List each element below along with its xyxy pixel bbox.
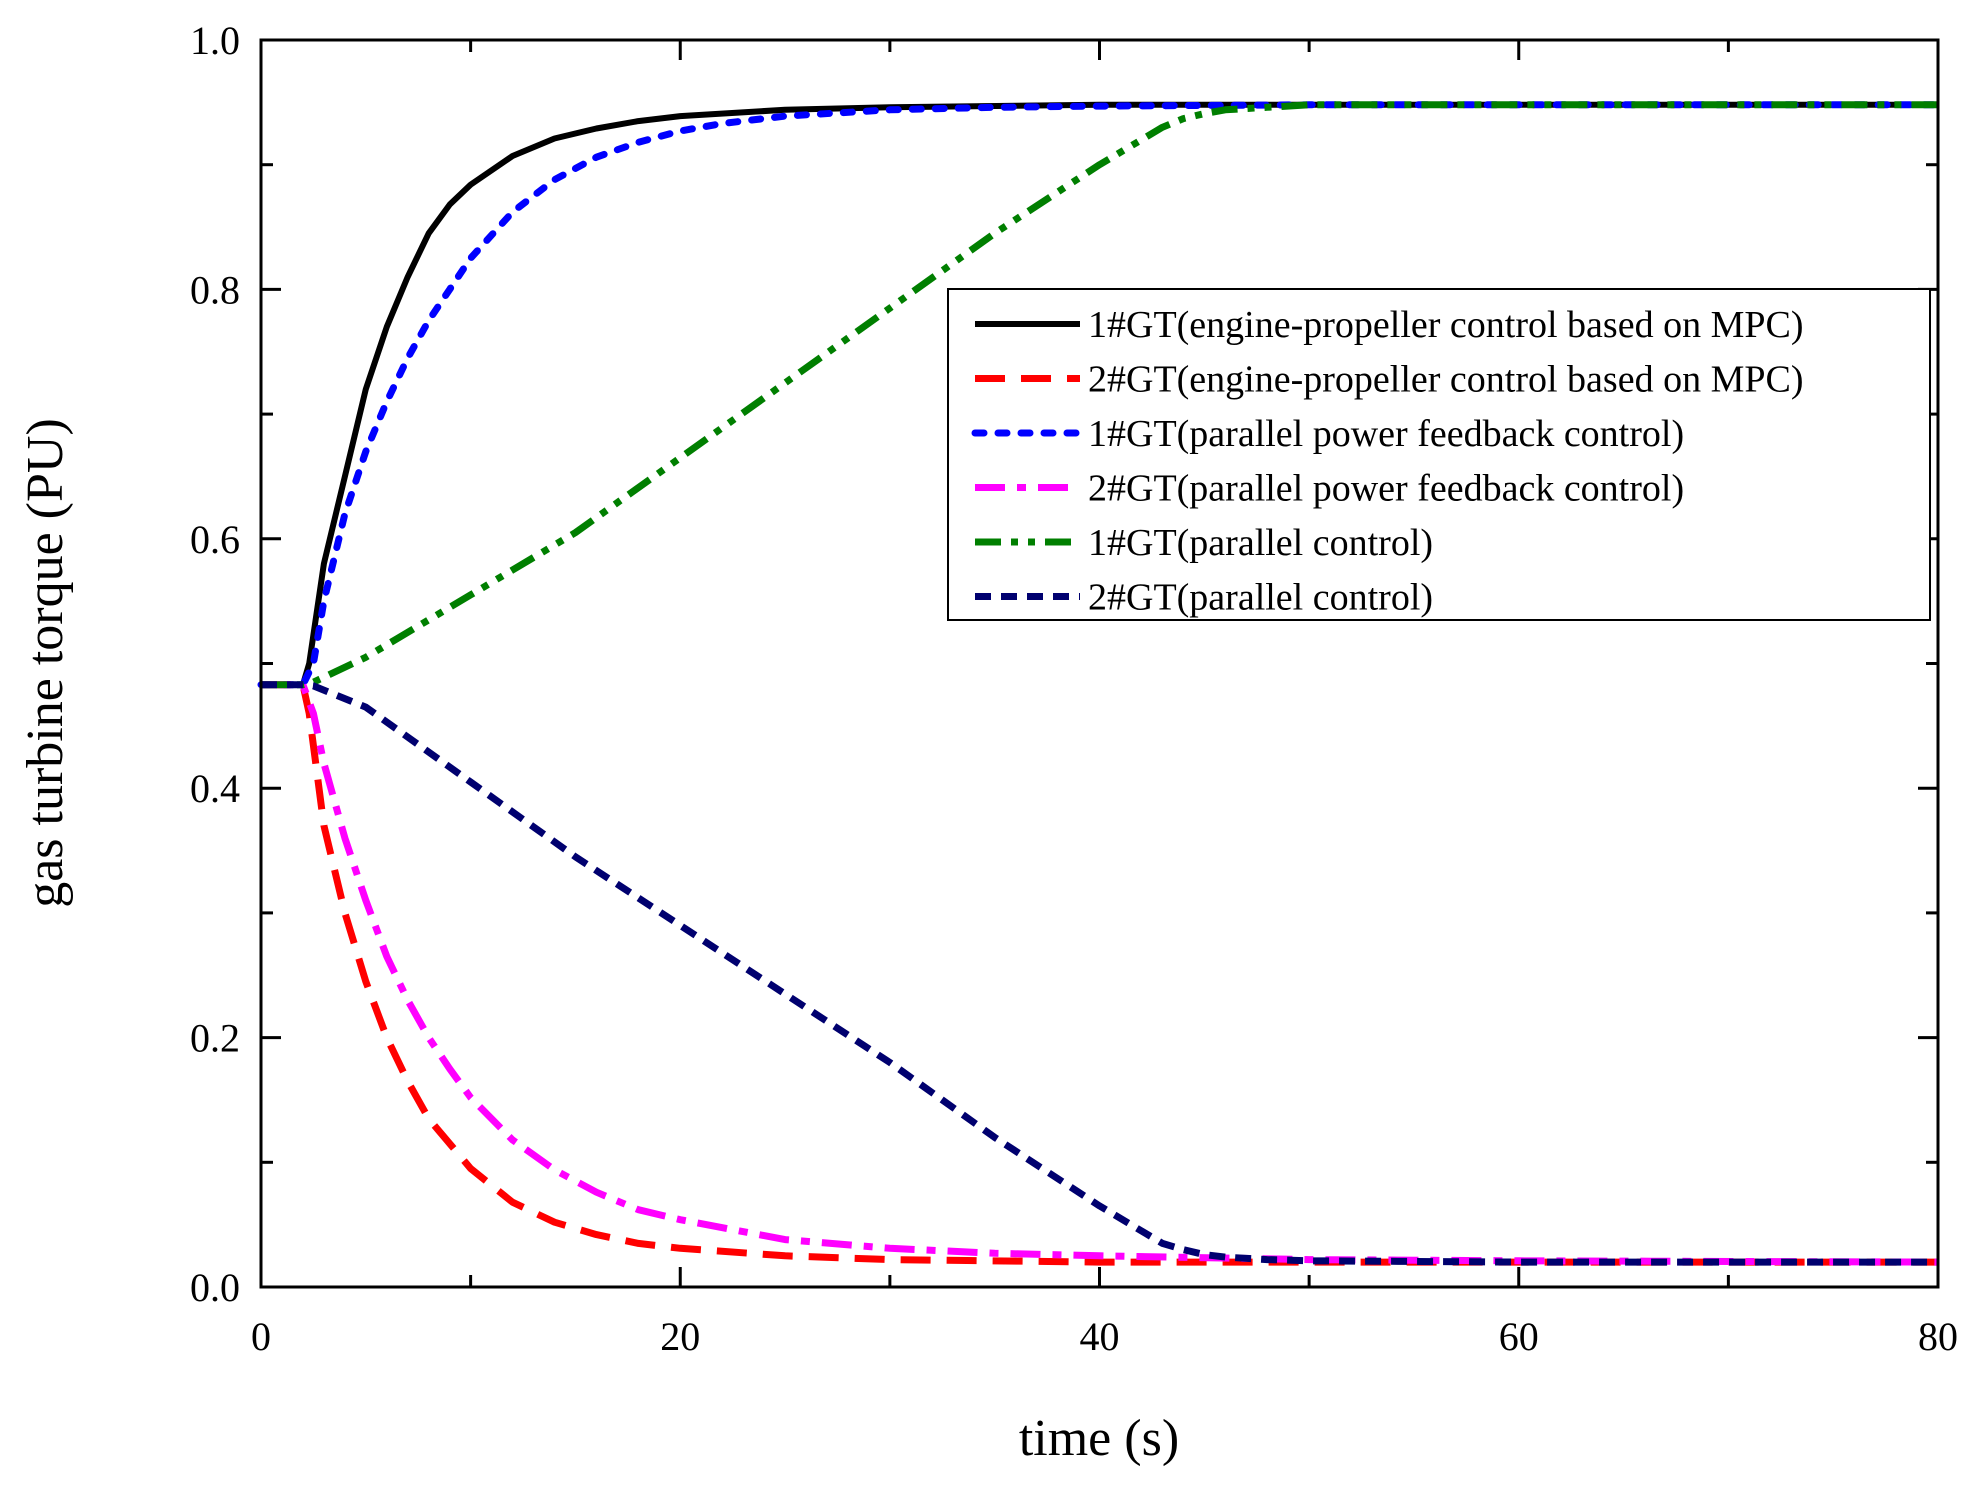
series-line-6	[261, 681, 1938, 1266]
x-tick-label: 0	[251, 1314, 271, 1359]
x-axis-label: time (s)	[1019, 1410, 1179, 1467]
x-tick-label: 20	[660, 1314, 700, 1359]
series-line-1	[261, 101, 1938, 688]
y-tick-label: 0.6	[190, 517, 240, 562]
x-tick-label: 40	[1080, 1314, 1120, 1359]
x-tick-label: 60	[1499, 1314, 1539, 1359]
series-line-2	[261, 681, 1938, 1266]
y-tick-label: 0.4	[190, 766, 240, 811]
legend: 1#GT(engine-propeller control based on M…	[947, 288, 1931, 621]
axis-ticks: 0 20 40 60 80 0.0 0.2 0.4 0.6 0.8 1.0	[190, 18, 1958, 1359]
legend-label-4: 2#GT(parallel power feedback control)	[1088, 468, 1684, 510]
legend-box	[947, 288, 1931, 621]
legend-label-3: 1#GT(parallel power feedback control)	[1088, 413, 1684, 455]
legend-label-6: 2#GT(parallel control)	[1088, 577, 1433, 619]
series-layer	[257, 101, 1942, 1266]
series-line-4	[261, 681, 1939, 1266]
legend-label-2: 2#GT(engine-propeller control based on M…	[1088, 359, 1804, 401]
legend-label-5: 1#GT(parallel control)	[1088, 522, 1433, 564]
x-tick-label: 80	[1918, 1314, 1958, 1359]
series-line-3	[257, 101, 1942, 689]
y-tick-label: 1.0	[190, 18, 240, 63]
y-tick-label: 0.0	[190, 1265, 240, 1310]
y-tick-label: 0.8	[190, 267, 240, 312]
y-tick-label: 0.2	[190, 1016, 240, 1061]
series-line-5	[261, 101, 1938, 689]
legend-label-1: 1#GT(engine-propeller control based on M…	[1088, 304, 1804, 346]
y-axis-label: gas turbine torque (PU)	[17, 418, 74, 908]
